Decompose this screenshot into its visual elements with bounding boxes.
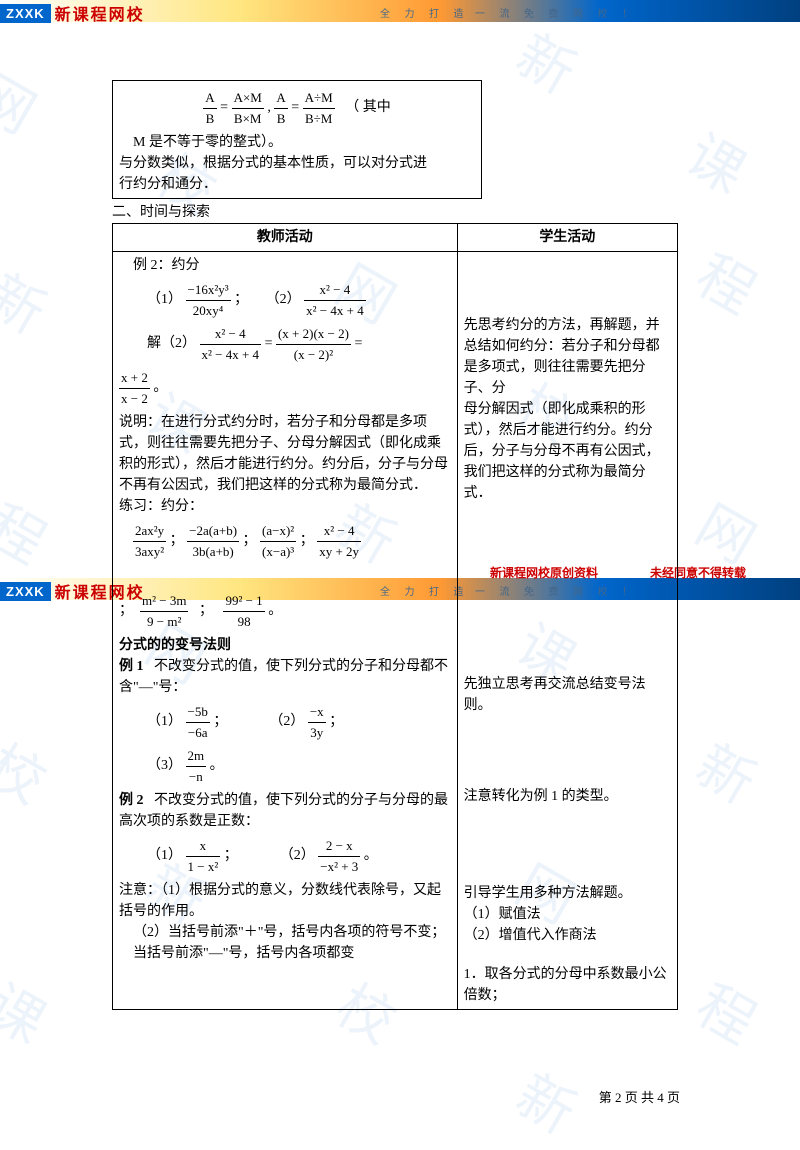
th-teacher: 教师活动 [113, 224, 458, 252]
ex2-title: 例 2：约分 [119, 255, 451, 276]
ex1-label: 例 1 [119, 659, 144, 674]
pr3: (a−x)²(x−a)³ [260, 521, 296, 561]
watermark: 程 [0, 481, 62, 579]
watermark: 网 [0, 51, 52, 149]
intro-frac-1: AB [203, 88, 216, 128]
intro-line2a: 与分数类似，根据分式的基本性质，可以对分式进 [119, 153, 475, 174]
sol-label: 解（2） [147, 336, 196, 351]
e2-2-label: （2） [280, 848, 315, 863]
p2-frac: x² − 4x² − 4x + 4 [304, 280, 366, 320]
e1-3-label: （3） [147, 758, 182, 773]
ex2b-text: 不改变分式的值，使下列分式的分子与分母的最高次项的系数是正数： [119, 793, 448, 829]
r5: 1．取各分式的分母中系数最小公倍数； [464, 964, 671, 1006]
pr4: x² − 4xy + 2y [317, 521, 361, 561]
e1-2: −x3y [308, 702, 326, 742]
r3: 注意转化为例 1 的类型。 [464, 786, 671, 807]
teacher-cell: 例 2：约分 （1） −16x²y³20xy⁴ ； （2） x² − 4x² −… [113, 252, 458, 1010]
watermark: 新 [504, 1051, 593, 1149]
header-slogan-right: 一 流 免 费 网 校 ！ [475, 5, 638, 20]
note-a2: （2）当括号前添"＋"号，括号内各项的符号不变；当括号前添"—"号，括号内各项都… [119, 922, 451, 964]
pr6: 99² − 198 [223, 591, 264, 631]
intro-note-m: M 是不等于零的整式）。 [119, 132, 475, 153]
student-cell: 先思考约分的方法，再解题，并总结如何约分：若分子和分母都是多项式，则往往需要先把… [457, 252, 677, 1010]
page-footer: 第 2 页 共 4 页 [599, 1087, 680, 1106]
r1: 先思考约分的方法，再解题，并总结如何约分：若分子和分母都是多项式，则往往需要先把… [464, 315, 671, 399]
logo-text: 新课程网校 [55, 1, 145, 25]
intro-frac-2: A×MB×M [232, 88, 264, 128]
r1b: 母分解因式（即化成乘积的形式），然后才能进行约分。约分后，分子与分母不再有公因式… [464, 399, 671, 504]
sol-c: x + 2x − 2 [119, 368, 150, 408]
watermark: 校 [0, 721, 62, 819]
intro-frac-3: AB [274, 88, 287, 128]
watermark: 课 [0, 961, 62, 1059]
explain-1: 说明：在进行分式约分时，若分子和分母都是多项式，则往往需要先把分子、分母分解因式… [119, 412, 451, 496]
pr2: −2a(a+b)3b(a+b) [187, 521, 239, 561]
intro-box: AB = A×MB×M , AB = A÷MB÷M （ 其中 M 是不等于零的整… [112, 80, 482, 199]
sol-b: (x + 2)(x − 2)(x − 2)² [276, 324, 351, 364]
header-slogan-left: 全 力 打 造 [380, 5, 470, 20]
header-logo-top: ZXXK 新课程网校 [0, 2, 145, 24]
intro-line2b: 行约分和通分． [119, 174, 475, 195]
sol-a: x² − 4x² − 4x + 4 [200, 324, 262, 364]
e1-1-label: （1） [147, 714, 182, 729]
intro-paren: （ 其中 [345, 100, 391, 115]
r4a: 引导学生用多种方法解题。 [464, 883, 671, 904]
intro-frac-4: A÷MB÷M [303, 88, 335, 128]
activity-table: 教师活动 学生活动 例 2：约分 （1） −16x²y³20xy⁴ ； （2） … [112, 223, 678, 1010]
p1-label: （1） [147, 292, 182, 307]
e1-1: −5b−6a [186, 702, 210, 742]
logo-abbr: ZXXK [0, 582, 51, 601]
watermark: 程 [684, 231, 773, 329]
r4b: （1）赋值法 [464, 904, 671, 925]
e1-2-label: （2） [269, 714, 304, 729]
pr5: m² − 3m9 − m² [140, 591, 188, 631]
p2-label: （2） [266, 292, 301, 307]
ex1-text: 不改变分式的值，使下列分式的分子和分母都不含"—"号： [119, 659, 448, 695]
e2-1-label: （1） [147, 848, 182, 863]
e1-3: 2m−n [186, 746, 207, 786]
watermark: 新 [0, 251, 62, 349]
section-2-title: 二、时间与探索 [112, 201, 678, 221]
sign-rule-title: 分式的的变号法则 [119, 635, 451, 656]
practice-label: 练习：约分： [119, 496, 451, 517]
p1-frac: −16x²y³20xy⁴ [186, 280, 231, 320]
ex2b-label: 例 2 [119, 793, 144, 808]
watermark: 课 [674, 111, 763, 209]
r4c: （2）增值代入作商法 [464, 925, 671, 946]
watermark: 新 [684, 721, 773, 819]
r2: 先独立思考再交流总结变号法则。 [464, 674, 671, 716]
pr1: 2ax²y3axy² [133, 521, 166, 561]
page-content: AB = A×MB×M , AB = A÷MB÷M （ 其中 M 是不等于零的整… [112, 80, 678, 1010]
e2-2: 2 − x−x² + 3 [318, 836, 360, 876]
watermark: 程 [684, 961, 773, 1059]
logo-abbr: ZXXK [0, 4, 51, 23]
note-a1: 注意：（1）根据分式的意义，分数线代表除号，又起括号的作用。 [119, 880, 451, 922]
e2-1: x1 − x² [186, 836, 221, 876]
th-student: 学生活动 [457, 224, 677, 252]
